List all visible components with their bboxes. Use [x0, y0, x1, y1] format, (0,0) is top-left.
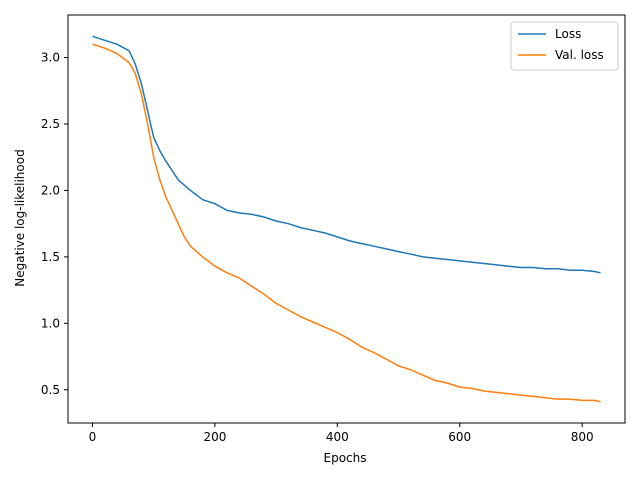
x-axis-label: Epochs [324, 451, 367, 465]
legend-label-0: Loss [555, 27, 581, 41]
series-line-0 [92, 35, 601, 274]
y-tick-label: 2.0 [41, 183, 60, 197]
x-tick-label: 200 [203, 430, 226, 444]
legend: Loss Val. loss [510, 21, 619, 71]
x-tick-label: 800 [571, 430, 594, 444]
axes: 0 200 400 600 800 0.5 1.0 1.5 2.0 2.5 3.0 [41, 14, 626, 444]
y-tick-label: 3.0 [41, 51, 60, 65]
x-tick-label: 400 [326, 430, 349, 444]
x-tick-label: 600 [448, 430, 471, 444]
plot-area [92, 35, 601, 403]
legend-label-1: Val. loss [555, 48, 604, 62]
series-line-1 [92, 43, 601, 403]
axes-frame [67, 14, 626, 424]
y-tick-label: 1.0 [41, 316, 60, 330]
y-axis-label: Negative log-likelihood [13, 149, 27, 286]
y-tick-label: 1.5 [41, 250, 60, 264]
y-tick-label: 0.5 [41, 383, 60, 397]
y-tick-label: 2.5 [41, 117, 60, 131]
x-tick-label: 0 [89, 430, 97, 444]
